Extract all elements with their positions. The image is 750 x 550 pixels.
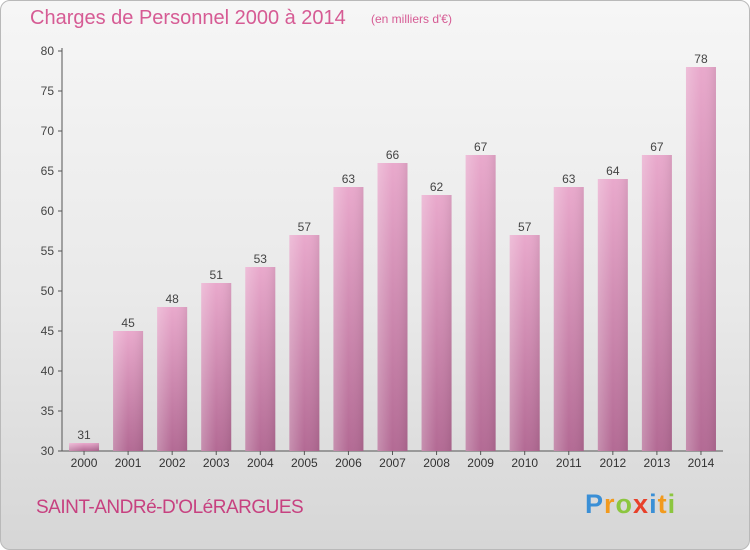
y-tick-label: 70 [41, 124, 55, 138]
x-tick-label: 2002 [159, 456, 186, 470]
bar-shine [69, 443, 100, 451]
bar-value-label: 48 [165, 292, 179, 306]
logo-letter: x [633, 489, 650, 519]
bar-value-label: 62 [430, 180, 444, 194]
chart-subtitle: (en milliers d'€) [371, 12, 452, 26]
logo-letter: r [604, 489, 616, 519]
x-tick-label: 2004 [247, 456, 274, 470]
bar-value-label: 45 [121, 316, 135, 330]
y-tick-label: 80 [41, 44, 55, 58]
bar-value-label: 57 [298, 220, 312, 234]
y-tick-label: 65 [41, 164, 55, 178]
bar-shine [553, 187, 584, 451]
x-tick-label: 2013 [644, 456, 671, 470]
bar-shine [597, 179, 628, 451]
bar-shine [245, 267, 276, 451]
x-tick-label: 2011 [556, 456, 582, 470]
x-axis: 2000 2001 2002 2003 2004 2005 2006 2007 2008 2009… [62, 450, 723, 470]
bar-shine [509, 235, 540, 451]
bar-shine [641, 155, 672, 451]
logo-letter: o [615, 489, 634, 519]
bar-shine [157, 307, 188, 451]
x-tick-label: 2003 [203, 456, 230, 470]
y-tick-label: 50 [41, 284, 55, 298]
bar-shine [333, 187, 364, 451]
bar-shine [113, 331, 144, 451]
commune-name: SAINT-ANDRé-D'OLéRARGUES [36, 497, 304, 518]
bar-value-label: 67 [650, 140, 664, 154]
bar-value-label: 63 [342, 172, 356, 186]
y-tick-label: 55 [41, 244, 55, 258]
y-tick-label: 30 [41, 444, 55, 458]
y-tick-label: 75 [41, 84, 55, 98]
bar-value-label: 64 [606, 164, 620, 178]
x-tick-label: 2014 [688, 456, 715, 470]
logo-letter: i [667, 489, 677, 519]
bar-shine [289, 235, 320, 451]
bar-value-label: 63 [562, 172, 576, 186]
bar-value-label: 53 [254, 252, 268, 266]
chart-title: Charges de Personnel 2000 à 2014 [30, 7, 346, 29]
bar-value-label: 57 [518, 220, 532, 234]
bar-shine [465, 155, 496, 451]
bar-shine [685, 67, 716, 451]
x-tick-label: 2010 [511, 456, 538, 470]
logo-letter: i [649, 489, 658, 519]
bar-shine [201, 283, 232, 451]
x-tick-label: 2001 [115, 456, 142, 470]
bar-shine [421, 195, 452, 451]
bars [69, 67, 716, 451]
bar-shine [377, 163, 408, 451]
x-tick-label: 2000 [71, 456, 98, 470]
x-tick-label: 2005 [291, 456, 318, 470]
logo-letter: P [585, 489, 605, 519]
y-tick-label: 60 [41, 204, 55, 218]
x-tick-label: 2007 [379, 456, 406, 470]
proxiti-logo: Proxiti [585, 489, 676, 520]
x-tick-label: 2012 [599, 456, 626, 470]
bar-value-label: 51 [210, 268, 224, 282]
bar-value-label: 66 [386, 148, 400, 162]
bar-value-label: 78 [694, 52, 708, 66]
bar-value-label: 67 [474, 140, 488, 154]
y-tick-label: 40 [41, 364, 55, 378]
bar-value-label: 31 [77, 428, 91, 442]
y-tick-label: 45 [41, 324, 55, 338]
x-tick-label: 2008 [423, 456, 450, 470]
y-axis: 30 35 40 45 50 55 60 65 70 75 80 [41, 44, 63, 458]
x-tick-label: 2009 [467, 456, 494, 470]
logo-letter: t [657, 489, 668, 519]
y-tick-label: 35 [41, 404, 55, 418]
bar-labels: 31 45 48 51 53 57 63 66 62 67 57 63 64 67 78 [77, 52, 708, 442]
x-tick-label: 2006 [335, 456, 362, 470]
